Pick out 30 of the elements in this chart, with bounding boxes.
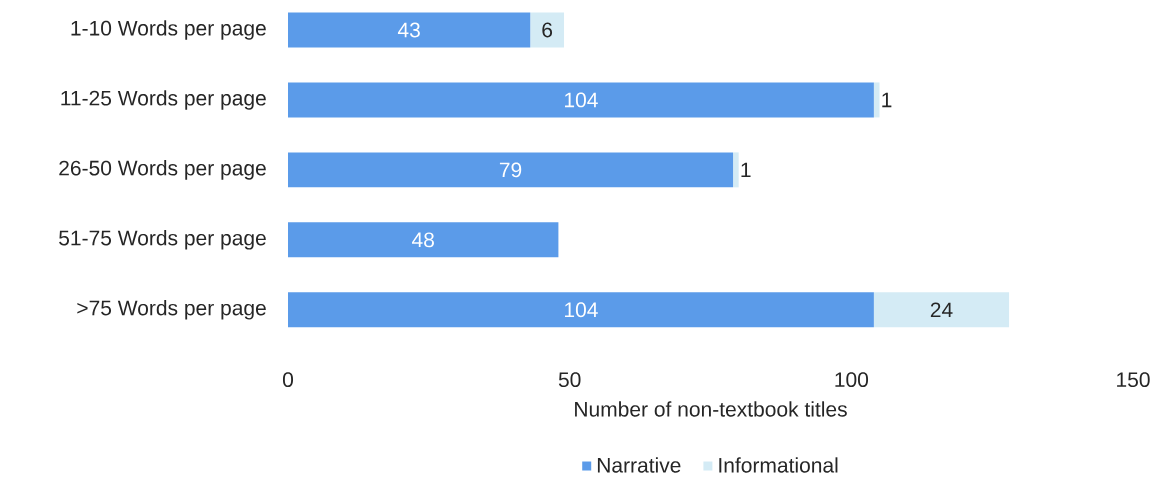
data-label: 1 [741,162,751,178]
data-label: 48 [412,232,434,248]
bar [733,152,739,188]
y-tick-label: >75 Words per page [77,299,266,320]
y-tick-label: 26-50 Words per page [59,160,266,180]
data-label: 79 [499,162,522,178]
data-label: 104 [565,302,598,318]
data-label: 6 [542,22,553,38]
bar [288,222,559,258]
x-axis-title: Number of non-textbook titles [575,401,847,417]
y-tick-label: 11-25 Words per page [61,90,266,110]
bar [288,82,874,118]
bar [288,292,874,328]
bar [873,82,880,118]
x-tick-label: 0 [282,372,294,388]
y-tick-label: 1-10 Words per page [71,20,266,40]
bar [530,12,565,48]
data-label: 104 [565,92,598,108]
legend-label: Narrative [597,457,681,473]
legend-label: Informational [719,457,838,473]
data-label: 1 [882,92,892,108]
x-tick-label: 50 [558,372,581,388]
data-label: 24 [930,302,953,318]
x-tick-label: 100 [835,372,869,388]
bar [873,292,1010,328]
bar [288,12,531,48]
bar [288,152,734,188]
x-tick-label: 150 [1117,372,1150,388]
y-tick-label: 51-75 Words per page [59,230,266,250]
data-label: 43 [397,22,420,38]
